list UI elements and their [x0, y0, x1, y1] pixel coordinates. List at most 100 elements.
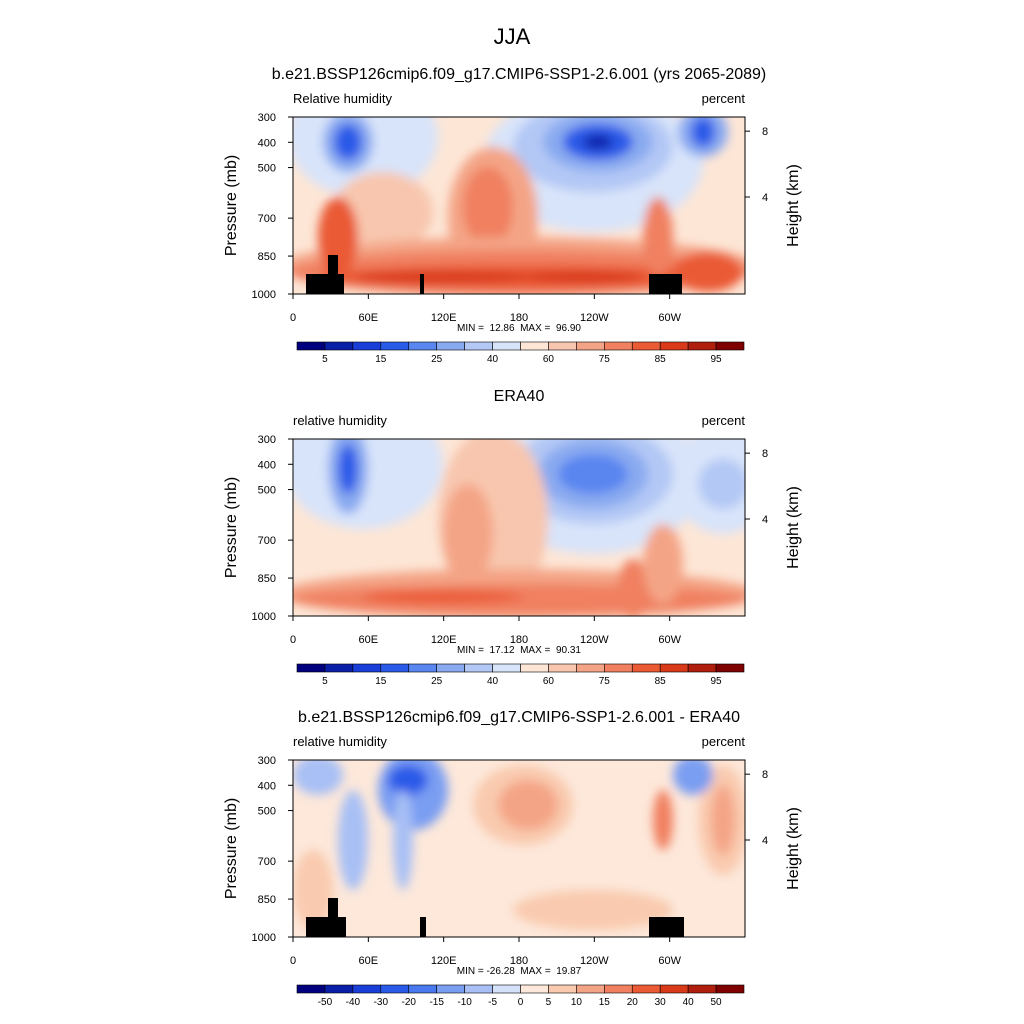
- topography: [420, 917, 426, 937]
- y2-tick-label: 4: [762, 192, 768, 204]
- contour-region: [388, 765, 428, 795]
- colorbar-box: [715, 663, 745, 673]
- contour-field: [293, 117, 745, 294]
- right-label: percent: [702, 91, 746, 106]
- contour-region: [498, 780, 558, 830]
- x-tick-label: 120E: [431, 634, 457, 646]
- colorbar-box: [576, 984, 605, 994]
- colorbar-label: 15: [375, 676, 387, 687]
- contour-region: [653, 790, 673, 850]
- contour-region: [293, 760, 343, 795]
- colorbar-box: [604, 984, 633, 994]
- right-label: percent: [702, 413, 746, 428]
- x-tick-label: 60W: [658, 634, 681, 646]
- y2-axis-label: Height (km): [785, 164, 802, 247]
- colorbar-label: 95: [711, 354, 723, 365]
- contour-field: [293, 760, 745, 937]
- colorbar-label: 0: [518, 997, 524, 1008]
- colorbar-label: 85: [655, 676, 667, 687]
- colorbar-box: [380, 341, 410, 351]
- topography: [306, 917, 346, 937]
- y-tick-label: 400: [258, 459, 276, 471]
- colorbar-box: [631, 663, 661, 673]
- colorbar-box: [576, 663, 605, 673]
- y2-tick-label: 8: [762, 448, 768, 460]
- x-tick-label: 0: [290, 312, 296, 324]
- x-tick-label: 120W: [580, 634, 609, 646]
- colorbar-box: [380, 663, 410, 673]
- colorbar-box: [408, 663, 437, 673]
- left-label: relative humidity: [293, 413, 387, 428]
- colorbar-box: [352, 341, 382, 351]
- y-tick-label: 500: [258, 806, 276, 818]
- min-max: MIN = 12.86 MAX = 96.90: [457, 323, 581, 334]
- contour-region: [513, 890, 673, 930]
- x-tick-label: 60E: [359, 634, 379, 646]
- colorbar-box: [324, 984, 354, 994]
- contour-region: [293, 584, 745, 614]
- contour-region: [558, 454, 628, 494]
- field-shapes: [293, 439, 745, 616]
- y-axis-label: Pressure (mb): [223, 477, 240, 578]
- left-label: relative humidity: [293, 734, 387, 749]
- x-tick-label: 120E: [431, 955, 457, 967]
- contour-region: [643, 197, 673, 277]
- x-tick-label: 0: [290, 634, 296, 646]
- x-tick-label: 120E: [431, 312, 457, 324]
- y-tick-label: 850: [258, 251, 276, 263]
- y-tick-label: 1000: [252, 932, 276, 944]
- contour-region: [393, 790, 413, 890]
- min-max: MIN = 17.12 MAX = 90.31: [457, 645, 581, 656]
- field-shapes: [293, 117, 745, 294]
- x-tick-label: 180: [510, 955, 528, 967]
- colorbar-box: [408, 984, 437, 994]
- colorbar-label: 5: [322, 676, 328, 687]
- contour-region: [363, 591, 523, 603]
- colorbar-box: [436, 341, 465, 351]
- colorbar-box: [380, 984, 410, 994]
- colorbar-label: 60: [543, 354, 555, 365]
- x-tick-label: 60E: [359, 312, 379, 324]
- colorbar-box: [548, 984, 577, 994]
- x-tick-label: 0: [290, 955, 296, 967]
- contour-region: [463, 167, 513, 247]
- y-tick-label: 500: [258, 485, 276, 497]
- y-tick-label: 500: [258, 163, 276, 175]
- colorbar-box: [631, 984, 661, 994]
- figure-title: JJA: [494, 24, 531, 49]
- colorbar-label: 30: [655, 997, 667, 1008]
- colorbar-box: [464, 663, 493, 673]
- contour-field: [293, 439, 745, 616]
- y2-axis-label: Height (km): [785, 807, 802, 890]
- y-tick-label: 850: [258, 894, 276, 906]
- colorbar-label: -30: [374, 997, 389, 1008]
- y-tick-label: 400: [258, 780, 276, 792]
- contour-region: [523, 271, 643, 283]
- topography: [420, 274, 424, 294]
- colorbar-box: [492, 663, 521, 673]
- colorbar-box: [715, 341, 745, 351]
- colorbar-label: -10: [457, 997, 472, 1008]
- colorbar-box: [548, 341, 577, 351]
- left-label: Relative humidity: [293, 91, 392, 106]
- panel-title: b.e21.BSSP126cmip6.f09_g17.CMIP6-SSP1-2.…: [298, 709, 740, 726]
- colorbar-label: 40: [487, 354, 499, 365]
- colorbar-label: 15: [375, 354, 387, 365]
- colorbar-label: 40: [487, 676, 499, 687]
- colorbar-box: [687, 341, 717, 351]
- colorbar-box: [464, 341, 493, 351]
- contour-region: [691, 117, 715, 147]
- colorbar-box: [464, 984, 493, 994]
- y2-tick-label: 4: [762, 835, 768, 847]
- y2-tick-label: 8: [762, 769, 768, 781]
- colorbar-box: [408, 341, 437, 351]
- colorbar-label: -50: [318, 997, 333, 1008]
- y-tick-label: 1000: [252, 611, 276, 623]
- contour-region: [353, 271, 533, 283]
- colorbar-label: 75: [599, 354, 611, 365]
- colorbar-box: [659, 984, 689, 994]
- contour-region: [334, 124, 362, 160]
- colorbar-box: [324, 663, 354, 673]
- contour-region: [711, 785, 735, 855]
